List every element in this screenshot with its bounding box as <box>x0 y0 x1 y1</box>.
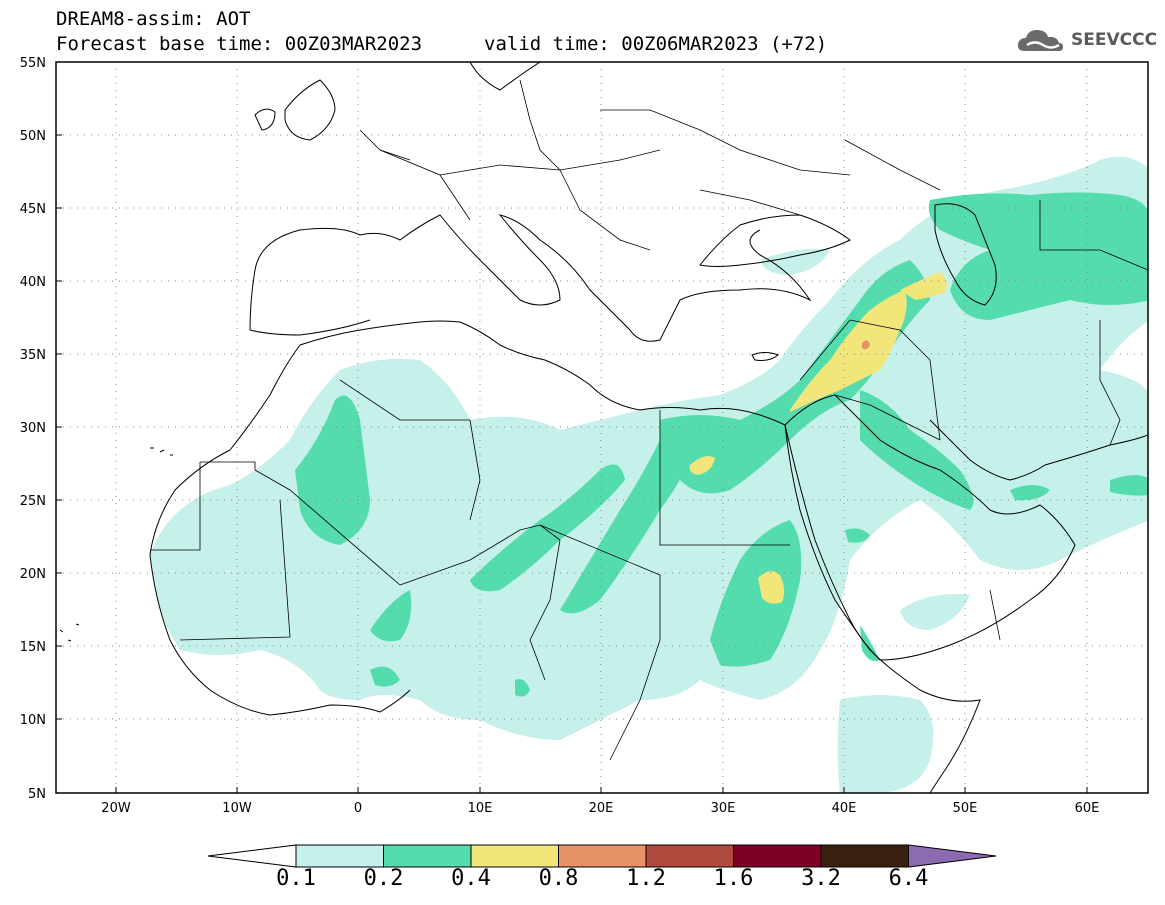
colorbar-bin <box>558 844 647 868</box>
country-borders <box>150 79 1148 761</box>
colorbar-bin <box>645 844 734 868</box>
graticule-lines <box>56 62 1148 793</box>
latitude-labels: 55N 50N 45N 40N 35N 30N 25N 20N 15N 10N … <box>20 56 46 802</box>
longitude-labels: 20W 10W 0 10E 20E 30E 40E 50E 60E <box>101 801 1099 816</box>
lon-label: 50E <box>953 801 978 816</box>
lat-label: 55N <box>20 56 46 71</box>
colorbar-bin <box>733 844 822 868</box>
lon-label: 30E <box>711 801 736 816</box>
aot-field <box>150 156 1148 793</box>
aot-level-0.4 <box>689 272 947 604</box>
map-title: DREAM8-assim: AOT <box>56 8 251 30</box>
lat-label: 20N <box>20 567 46 582</box>
colorbar-high-arrow <box>908 844 997 868</box>
colorbar-label: 1.6 <box>713 866 754 891</box>
colorbar-bin <box>383 844 472 868</box>
coastlines <box>59 62 1148 793</box>
colorbar-label: 0.1 <box>276 866 316 891</box>
lat-label: 15N <box>20 640 46 655</box>
lat-label: 50N <box>20 129 46 144</box>
forecast-base-time: Forecast base time: 00Z03MAR2023 <box>56 33 423 55</box>
cloud-logo-icon <box>1017 30 1063 51</box>
lon-label: 20W <box>101 801 131 816</box>
colorbar <box>207 844 997 868</box>
lon-label: 20E <box>589 801 614 816</box>
lon-label: 60E <box>1075 801 1100 816</box>
aot-level-0.8 <box>862 340 870 350</box>
seevccc-logo: SEEVCCC <box>1015 24 1157 56</box>
colorbar-low-arrow <box>207 844 297 868</box>
axis-ticks <box>56 61 1088 793</box>
colorbar-bin <box>470 844 559 868</box>
lat-label: 10N <box>20 713 46 728</box>
colorbar-label: 0.8 <box>538 866 579 891</box>
lat-label: 40N <box>20 275 46 290</box>
colorbar-label: 1.2 <box>626 866 666 891</box>
colorbar-bin <box>820 844 909 868</box>
lat-label: 30N <box>20 421 46 436</box>
colorbar-bin <box>295 844 384 868</box>
lon-label: 40E <box>832 801 857 816</box>
colorbar-label: 0.4 <box>451 866 491 891</box>
lat-label: 35N <box>20 348 46 363</box>
colorbar-label: 3.2 <box>801 866 841 891</box>
logo-text: SEEVCCC <box>1071 30 1158 50</box>
lon-label: 10W <box>222 801 252 816</box>
lat-label: 45N <box>20 202 46 217</box>
lon-label: 10E <box>468 801 493 816</box>
colorbar-label: 0.2 <box>363 866 404 891</box>
lat-label: 25N <box>20 494 46 509</box>
colorbar-label: 6.4 <box>888 866 929 891</box>
valid-time: valid time: 00Z06MAR2023 (+72) <box>484 33 828 55</box>
lon-label: 0 <box>354 801 362 816</box>
lat-label: 5N <box>28 787 46 802</box>
